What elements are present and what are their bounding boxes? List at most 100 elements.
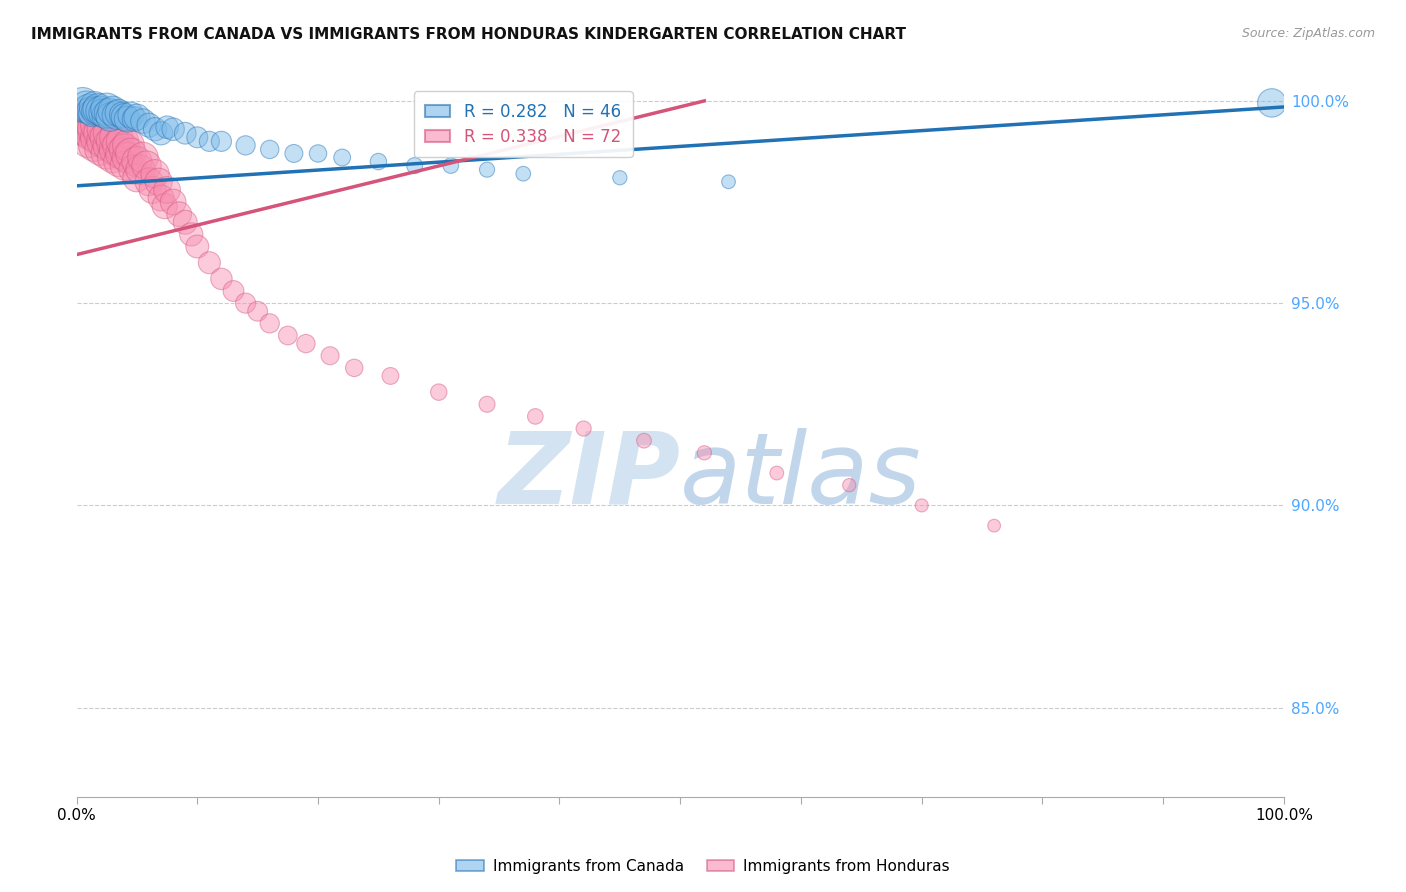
Point bbox=[104, 143, 127, 157]
Point bbox=[156, 120, 179, 135]
Point bbox=[209, 134, 232, 148]
Point bbox=[77, 134, 100, 148]
Point bbox=[101, 103, 124, 118]
Point bbox=[114, 110, 136, 124]
Point bbox=[838, 478, 860, 492]
Point bbox=[90, 126, 112, 140]
Point bbox=[1261, 95, 1284, 110]
Point bbox=[142, 183, 165, 197]
Point bbox=[174, 215, 197, 229]
Point bbox=[609, 170, 631, 185]
Text: IMMIGRANTS FROM CANADA VS IMMIGRANTS FROM HONDURAS KINDERGARTEN CORRELATION CHAR: IMMIGRANTS FROM CANADA VS IMMIGRANTS FRO… bbox=[31, 27, 905, 42]
Point bbox=[277, 328, 299, 343]
Point bbox=[98, 106, 121, 120]
Point bbox=[765, 466, 787, 480]
Point bbox=[404, 159, 426, 173]
Point bbox=[110, 146, 132, 161]
Point bbox=[108, 154, 131, 169]
Point bbox=[94, 108, 117, 122]
Point bbox=[69, 118, 91, 132]
Point bbox=[307, 146, 329, 161]
Point bbox=[343, 360, 366, 375]
Point bbox=[98, 126, 121, 140]
Point bbox=[120, 108, 142, 122]
Point bbox=[135, 159, 157, 173]
Point bbox=[101, 151, 124, 165]
Point bbox=[283, 146, 305, 161]
Point bbox=[98, 110, 121, 124]
Point bbox=[209, 272, 232, 286]
Text: Source: ZipAtlas.com: Source: ZipAtlas.com bbox=[1241, 27, 1375, 40]
Point bbox=[87, 118, 110, 132]
Point bbox=[295, 336, 318, 351]
Point bbox=[91, 106, 114, 120]
Point bbox=[111, 108, 134, 122]
Point bbox=[512, 167, 534, 181]
Point bbox=[77, 118, 100, 132]
Point bbox=[138, 175, 160, 189]
Point bbox=[105, 108, 128, 122]
Point bbox=[524, 409, 547, 424]
Point bbox=[380, 368, 402, 383]
Point bbox=[198, 134, 221, 148]
Point bbox=[156, 183, 179, 197]
Point bbox=[117, 138, 139, 153]
Point bbox=[105, 130, 128, 145]
Point bbox=[75, 110, 97, 124]
Point bbox=[475, 162, 498, 177]
Point bbox=[117, 112, 139, 127]
Point bbox=[235, 296, 257, 310]
Point bbox=[96, 146, 118, 161]
Text: atlas: atlas bbox=[681, 428, 922, 524]
Legend: R = 0.282   N = 46, R = 0.338   N = 72: R = 0.282 N = 46, R = 0.338 N = 72 bbox=[413, 91, 633, 157]
Point bbox=[96, 130, 118, 145]
Point bbox=[717, 175, 740, 189]
Point bbox=[180, 227, 202, 242]
Point bbox=[162, 122, 184, 136]
Point bbox=[150, 126, 173, 140]
Point bbox=[101, 134, 124, 148]
Point bbox=[82, 114, 104, 128]
Point bbox=[143, 122, 166, 136]
Point bbox=[72, 114, 94, 128]
Point bbox=[132, 114, 155, 128]
Point bbox=[125, 170, 148, 185]
Point bbox=[91, 134, 114, 148]
Point bbox=[198, 256, 221, 270]
Point bbox=[114, 159, 136, 173]
Point bbox=[90, 103, 112, 118]
Point bbox=[80, 103, 103, 118]
Point bbox=[90, 143, 112, 157]
Point bbox=[186, 239, 208, 253]
Point bbox=[108, 138, 131, 153]
Point bbox=[319, 349, 342, 363]
Point bbox=[98, 138, 121, 153]
Point bbox=[367, 154, 389, 169]
Point bbox=[124, 112, 146, 127]
Point bbox=[83, 138, 105, 153]
Point bbox=[82, 106, 104, 120]
Point bbox=[75, 100, 97, 114]
Point bbox=[122, 162, 145, 177]
Point bbox=[222, 284, 245, 298]
Point bbox=[108, 106, 131, 120]
Point bbox=[80, 126, 103, 140]
Point bbox=[132, 151, 155, 165]
Point bbox=[117, 151, 139, 165]
Text: ZIP: ZIP bbox=[498, 428, 681, 524]
Point bbox=[72, 98, 94, 112]
Point bbox=[93, 122, 115, 136]
Point bbox=[330, 151, 353, 165]
Point bbox=[129, 162, 152, 177]
Point bbox=[572, 421, 595, 435]
Point bbox=[73, 122, 96, 136]
Point bbox=[167, 207, 190, 221]
Point bbox=[138, 118, 160, 132]
Point bbox=[143, 167, 166, 181]
Point bbox=[246, 304, 269, 318]
Point bbox=[77, 102, 100, 116]
Point bbox=[633, 434, 655, 448]
Point bbox=[114, 143, 136, 157]
Point bbox=[440, 159, 463, 173]
Point bbox=[186, 130, 208, 145]
